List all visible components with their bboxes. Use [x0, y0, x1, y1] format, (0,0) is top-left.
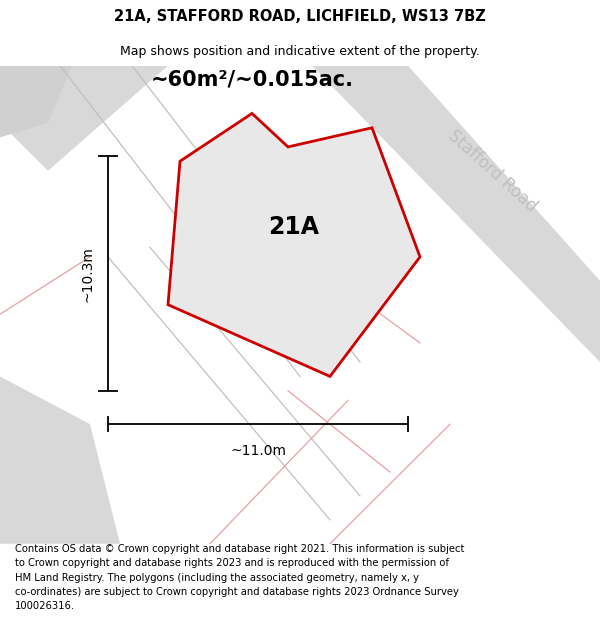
Text: Contains OS data © Crown copyright and database right 2021. This information is : Contains OS data © Crown copyright and d…	[15, 544, 464, 611]
Text: 21A: 21A	[268, 215, 319, 239]
Polygon shape	[0, 66, 168, 171]
Polygon shape	[0, 376, 120, 544]
Polygon shape	[312, 66, 600, 362]
Text: ~10.3m: ~10.3m	[80, 246, 94, 301]
Text: Stafford Road: Stafford Road	[444, 126, 540, 215]
Text: ~11.0m: ~11.0m	[230, 444, 286, 458]
Polygon shape	[168, 114, 420, 376]
Text: Map shows position and indicative extent of the property.: Map shows position and indicative extent…	[120, 45, 480, 58]
Polygon shape	[0, 66, 72, 138]
Text: ~60m²/~0.015ac.: ~60m²/~0.015ac.	[151, 70, 353, 90]
Text: 21A, STAFFORD ROAD, LICHFIELD, WS13 7BZ: 21A, STAFFORD ROAD, LICHFIELD, WS13 7BZ	[114, 9, 486, 24]
